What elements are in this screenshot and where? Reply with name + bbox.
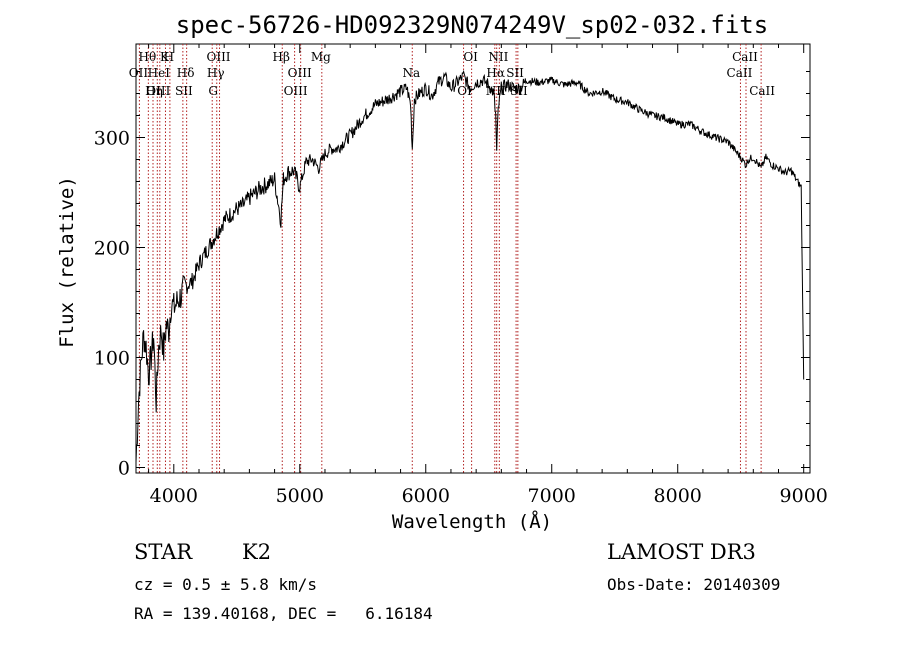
emission-line-markers xyxy=(138,44,762,473)
line-marker-label: Hγ xyxy=(207,66,225,80)
line-marker-label: OIII xyxy=(206,50,230,64)
plot-frame xyxy=(135,43,811,474)
line-marker-label: H xyxy=(164,50,174,64)
coordinates: RA = 139.40168, DEC = 6.16184 xyxy=(134,604,433,623)
chart-title: spec-56726-HD092329N074249V_sp02-032.fit… xyxy=(176,11,768,39)
line-marker-label: Hβ xyxy=(273,50,290,64)
x-tick-label: 7000 xyxy=(528,485,576,507)
line-marker-label: SII xyxy=(175,84,193,98)
line-marker-label: G xyxy=(208,84,218,98)
y-tick-label: 300 xyxy=(94,128,130,150)
line-marker-label: CaII xyxy=(749,84,775,98)
line-marker-label: Mg xyxy=(311,50,331,64)
line-marker-label: Hα xyxy=(486,66,505,80)
line-marker-label: HeI xyxy=(148,66,171,80)
line-marker-label: OIII xyxy=(288,66,312,80)
line-marker-label: Na xyxy=(402,66,420,80)
line-marker-label: Hθ xyxy=(138,50,156,64)
y-axis-label: Flux (relative) xyxy=(56,176,78,348)
line-marker-label: SII xyxy=(506,66,524,80)
line-marker-label: OIII xyxy=(284,84,308,98)
x-axis-label: Wavelength (Å) xyxy=(392,510,552,533)
x-tick-label: 9000 xyxy=(780,485,828,507)
line-marker-label: CaII xyxy=(727,66,753,80)
line-marker-label: Hδ xyxy=(177,66,195,80)
x-tick-label: 4000 xyxy=(150,485,198,507)
flux-series-line xyxy=(135,69,805,463)
observation-date: Obs-Date: 20140309 xyxy=(607,575,781,594)
redshift-cz: cz = 0.5 ± 5.8 km/s xyxy=(134,575,318,594)
line-marker-label: K xyxy=(160,50,170,64)
y-tick-label: 0 xyxy=(118,458,130,480)
y-tick-label: 100 xyxy=(94,348,130,370)
x-tick-label: 6000 xyxy=(402,485,450,507)
line-marker-label: NII xyxy=(488,50,508,64)
x-axis: 4000 5000 6000 7000 8000 9000 xyxy=(148,44,828,507)
spectral-subclass: K2 xyxy=(242,540,272,564)
x-tick-label: 8000 xyxy=(654,485,702,507)
y-tick-label: 200 xyxy=(94,238,130,260)
line-marker-label: Hη xyxy=(145,84,163,98)
x-tick-label: 5000 xyxy=(276,485,324,507)
line-marker-label: CaII xyxy=(732,50,758,64)
line-marker-label: OI xyxy=(463,50,478,64)
line-marker-label: OIII xyxy=(146,84,170,98)
emission-line-labels: Hθ OII OIII K HeI Hη HHδ SII OIII Hγ G Hβ OIII OIII Mg… xyxy=(129,50,776,98)
survey-name: LAMOST DR3 xyxy=(607,540,756,564)
line-marker-label: OII xyxy=(129,66,149,80)
object-class: STAR xyxy=(134,540,193,564)
y-axis: 0 100 200 300 xyxy=(94,71,810,480)
